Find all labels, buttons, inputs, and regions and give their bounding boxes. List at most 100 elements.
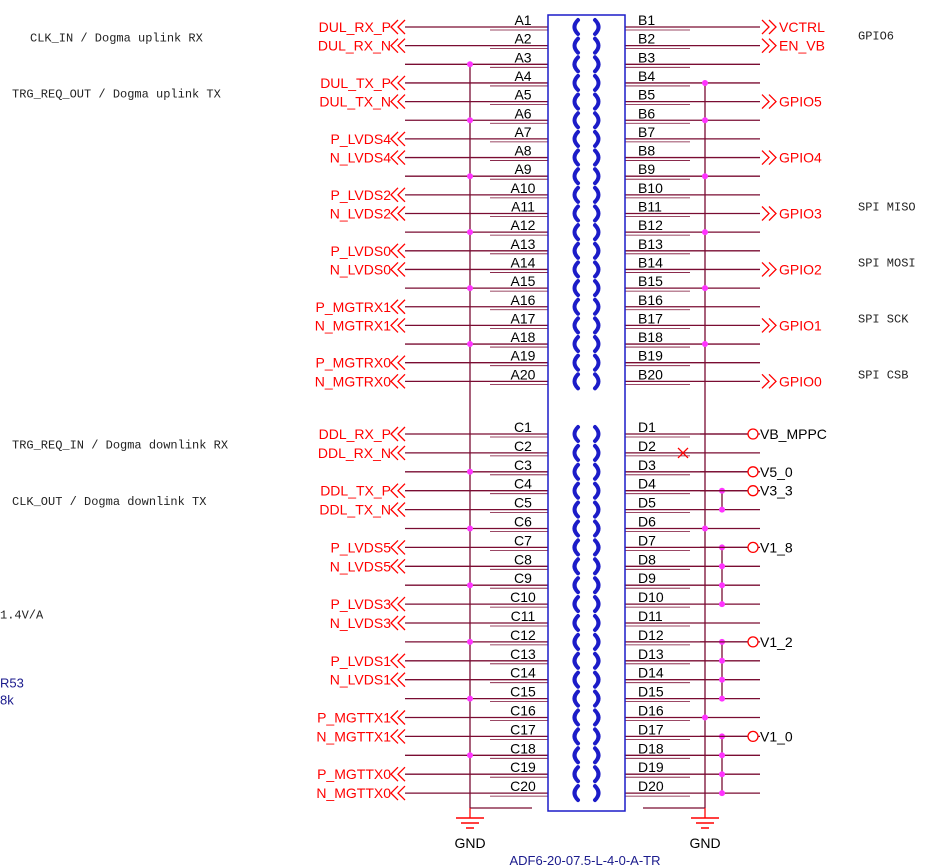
- pin-label-C2: C2: [514, 438, 532, 454]
- net-label: GPIO2: [779, 261, 822, 277]
- pin-label-B20: B20: [638, 366, 663, 382]
- double-chevron-left-icon: [397, 261, 406, 277]
- annotation-left: TRG_REQ_IN / Dogma downlink RX: [12, 438, 228, 452]
- net-label: DUL_RX_N: [318, 38, 391, 54]
- double-chevron-left-icon: [397, 672, 406, 688]
- connector-pin-icon: [593, 372, 601, 391]
- pin-label-A11: A11: [511, 199, 535, 215]
- pin-label-C6: C6: [514, 514, 532, 530]
- pin-label-A1: A1: [514, 12, 531, 28]
- pin-label-D16: D16: [638, 703, 664, 719]
- double-chevron-left-icon: [390, 75, 399, 91]
- pin-labels: A1 B1 A2 B2 A3 B3 A4 B4 A5 B5 A6 B6 A7 B7 A8 B8 A9 B9 A10 B…: [510, 12, 664, 794]
- double-chevron-left-icon: [390, 94, 399, 110]
- net-label: N_LVDS4: [330, 150, 391, 166]
- pin-label-C15: C15: [510, 684, 536, 700]
- connector-pin-icon: [572, 519, 580, 538]
- net-p_lvds1: P_LVDS1: [331, 653, 406, 669]
- net-label: N_MGTRX1: [315, 317, 391, 333]
- power-label: V5_0: [760, 464, 793, 480]
- double-chevron-left-icon: [397, 502, 406, 518]
- junction-dot: [702, 714, 708, 721]
- net-ddl_rx_p: DDL_RX_P: [319, 426, 406, 442]
- net-p_mgttx0: P_MGTTX0: [317, 766, 406, 782]
- pin-label-B4: B4: [638, 68, 655, 84]
- pin-label-B12: B12: [638, 217, 663, 233]
- connector-pin-icon: [593, 557, 601, 576]
- double-chevron-right-icon: [768, 38, 777, 54]
- net-label: P_MGTTX1: [317, 710, 391, 726]
- net-label: EN_VB: [779, 38, 825, 54]
- connector-pin-icon: [593, 746, 601, 765]
- annotation-right: SPI SCK: [858, 312, 909, 326]
- pin-label-A13: A13: [511, 236, 536, 252]
- net-label: DDL_TX_P: [320, 483, 391, 499]
- double-chevron-right-icon: [761, 19, 770, 35]
- pin-label-B16: B16: [638, 292, 663, 308]
- net-label: GPIO5: [779, 94, 822, 110]
- pin-label-C13: C13: [510, 646, 536, 662]
- net-n_lvds4: N_LVDS4: [330, 150, 406, 166]
- pin-label-A16: A16: [511, 292, 536, 308]
- connector-pin-icon: [572, 784, 580, 803]
- connector-pin-icon: [572, 279, 580, 298]
- net-dul_rx_p: DUL_RX_P: [319, 19, 406, 35]
- double-chevron-right-icon: [768, 261, 777, 277]
- power-circle-icon: [747, 485, 759, 497]
- net-n_mgtrx1: N_MGTRX1: [315, 317, 406, 333]
- connector-pin-icon: [593, 55, 601, 74]
- double-chevron-left-icon: [390, 728, 399, 744]
- net-en_vb: EN_VB: [761, 38, 825, 54]
- ground-symbols: GND GND: [454, 808, 721, 851]
- junction-dot: [467, 582, 473, 589]
- junction-dot: [719, 676, 725, 683]
- connector-pin-icon: [593, 111, 601, 130]
- double-chevron-right-icon: [761, 373, 770, 389]
- connector-pin-icon: [593, 148, 601, 167]
- junction-dot: [467, 341, 473, 348]
- connector-pin-icon: [593, 18, 601, 36]
- pin-label-B5: B5: [638, 87, 655, 103]
- junction-dot: [719, 582, 725, 589]
- net-n_lvds3: N_LVDS3: [330, 615, 406, 631]
- double-chevron-right-icon: [761, 38, 770, 54]
- pin-label-B19: B19: [638, 348, 663, 364]
- power-v3_3: V3_3: [700, 483, 793, 513]
- net-gpio1: GPIO1: [761, 317, 822, 333]
- double-chevron-left-icon: [397, 38, 406, 54]
- double-chevron-left-icon: [397, 653, 406, 669]
- double-chevron-left-icon: [397, 243, 406, 259]
- connector-pin-icon: [593, 595, 601, 614]
- pin-label-C20: C20: [510, 778, 536, 794]
- pin-label-A2: A2: [514, 31, 531, 47]
- connector-pin-icon: [593, 353, 601, 372]
- junction-dot: [702, 285, 708, 292]
- double-chevron-left-icon: [390, 317, 399, 333]
- pin-label-C4: C4: [514, 476, 532, 492]
- pin-label-D5: D5: [638, 495, 656, 511]
- net-label: N_LVDS3: [330, 615, 391, 631]
- net-label: P_LVDS5: [331, 539, 392, 555]
- net-label: DDL_RX_N: [318, 445, 391, 461]
- net-gpio4: GPIO4: [761, 150, 822, 166]
- connector-pin-icon: [593, 185, 601, 204]
- junction-dot: [719, 790, 725, 797]
- pin-label-C1: C1: [514, 419, 532, 435]
- net-label: N_MGTRX0: [315, 373, 391, 389]
- pin-label-C5: C5: [514, 495, 532, 511]
- double-chevron-left-icon: [390, 243, 399, 259]
- double-chevron-right-icon: [768, 317, 777, 333]
- connector-pin-icon: [572, 36, 580, 55]
- net-gpio3: GPIO3: [761, 206, 822, 222]
- pin-label-B13: B13: [638, 236, 663, 252]
- double-chevron-left-icon: [390, 596, 399, 612]
- pin-label-B1: B1: [638, 12, 655, 28]
- net-label: P_MGTRX0: [316, 355, 392, 371]
- power-circle-icon: [747, 730, 759, 743]
- pin-label-A17: A17: [511, 310, 536, 326]
- pin-label-D3: D3: [638, 457, 656, 473]
- net-label: N_LVDS1: [330, 672, 391, 688]
- pin-label-D20: D20: [638, 778, 664, 794]
- double-chevron-left-icon: [397, 766, 406, 782]
- connector-pin-icon: [593, 316, 601, 335]
